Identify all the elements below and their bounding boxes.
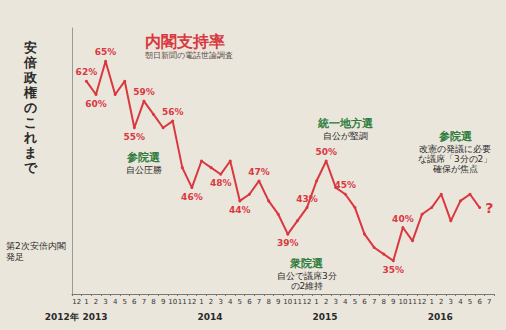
svg-text:55%: 55% bbox=[124, 132, 146, 142]
svg-text:自公で議席3分: 自公で議席3分 bbox=[277, 271, 337, 281]
svg-text:5: 5 bbox=[238, 298, 242, 306]
svg-text:参院選: 参院選 bbox=[438, 130, 473, 143]
svg-text:で: で bbox=[24, 160, 38, 175]
svg-text:2012年: 2012年 bbox=[45, 312, 79, 322]
svg-text:2: 2 bbox=[324, 298, 328, 306]
svg-text:1: 1 bbox=[199, 298, 203, 306]
svg-text:発足: 発足 bbox=[6, 252, 24, 262]
svg-text:統一地方選: 統一地方選 bbox=[317, 117, 374, 130]
svg-text:4: 4 bbox=[343, 298, 348, 306]
svg-text:45%: 45% bbox=[335, 180, 357, 190]
svg-text:48%: 48% bbox=[210, 178, 232, 188]
svg-text:自公が堅調: 自公が堅調 bbox=[323, 131, 368, 141]
svg-text:?: ? bbox=[485, 200, 493, 216]
svg-text:35%: 35% bbox=[383, 265, 405, 275]
svg-text:権: 権 bbox=[23, 85, 37, 100]
svg-text:確保が焦点: 確保が焦点 bbox=[432, 164, 478, 174]
svg-text:1: 1 bbox=[429, 298, 433, 306]
svg-text:6: 6 bbox=[132, 298, 137, 306]
svg-text:2015: 2015 bbox=[313, 312, 338, 322]
svg-text:6: 6 bbox=[247, 298, 252, 306]
svg-text:第2次安倍内閣: 第2次安倍内閣 bbox=[6, 241, 66, 251]
svg-text:46%: 46% bbox=[181, 192, 203, 202]
svg-text:安: 安 bbox=[24, 40, 37, 55]
svg-text:の2維持: の2維持 bbox=[291, 281, 324, 291]
svg-text:2: 2 bbox=[94, 298, 98, 306]
svg-text:5: 5 bbox=[468, 298, 472, 306]
svg-text:3: 3 bbox=[449, 298, 453, 306]
svg-text:10: 10 bbox=[168, 298, 177, 306]
svg-text:朝日新聞の電話世論調査: 朝日新聞の電話世論調査 bbox=[145, 51, 233, 60]
svg-text:4: 4 bbox=[113, 298, 118, 306]
svg-text:9: 9 bbox=[276, 298, 280, 306]
svg-text:11: 11 bbox=[293, 298, 302, 306]
svg-text:3: 3 bbox=[334, 298, 338, 306]
svg-text:の: の bbox=[24, 100, 37, 115]
svg-text:11: 11 bbox=[178, 298, 187, 306]
svg-text:参院選: 参院選 bbox=[126, 151, 161, 164]
svg-text:62%: 62% bbox=[76, 67, 98, 77]
svg-text:8: 8 bbox=[266, 298, 270, 306]
svg-text:こ: こ bbox=[24, 115, 37, 130]
svg-text:自公圧勝: 自公圧勝 bbox=[126, 165, 162, 175]
svg-text:43%: 43% bbox=[296, 194, 318, 204]
svg-text:倍: 倍 bbox=[23, 55, 37, 70]
svg-text:12: 12 bbox=[418, 298, 427, 306]
svg-text:2014: 2014 bbox=[197, 312, 222, 322]
svg-text:7: 7 bbox=[487, 298, 491, 306]
svg-text:10: 10 bbox=[283, 298, 292, 306]
svg-text:衆院選: 衆院選 bbox=[289, 257, 324, 270]
svg-text:改憲の発議に必要: 改憲の発議に必要 bbox=[419, 144, 491, 154]
svg-text:ま: ま bbox=[24, 145, 37, 160]
svg-text:4: 4 bbox=[458, 298, 463, 306]
svg-text:44%: 44% bbox=[229, 205, 251, 215]
svg-text:1: 1 bbox=[314, 298, 318, 306]
svg-text:12: 12 bbox=[303, 298, 312, 306]
svg-text:9: 9 bbox=[161, 298, 165, 306]
svg-text:6: 6 bbox=[362, 298, 367, 306]
svg-text:れ: れ bbox=[23, 130, 37, 145]
svg-text:9: 9 bbox=[391, 298, 395, 306]
svg-text:12: 12 bbox=[72, 298, 81, 306]
svg-text:39%: 39% bbox=[277, 238, 299, 248]
svg-text:7: 7 bbox=[372, 298, 376, 306]
svg-text:な議席「3分の2」: な議席「3分の2」 bbox=[418, 154, 492, 164]
svg-text:3: 3 bbox=[218, 298, 222, 306]
svg-text:40%: 40% bbox=[392, 214, 414, 224]
svg-text:7: 7 bbox=[142, 298, 146, 306]
svg-text:6: 6 bbox=[477, 298, 482, 306]
svg-text:4: 4 bbox=[228, 298, 233, 306]
svg-text:11: 11 bbox=[408, 298, 417, 306]
svg-text:1: 1 bbox=[84, 298, 88, 306]
svg-text:7: 7 bbox=[257, 298, 261, 306]
svg-text:2016: 2016 bbox=[428, 312, 453, 322]
svg-text:2013: 2013 bbox=[82, 312, 107, 322]
svg-text:50%: 50% bbox=[315, 147, 337, 157]
svg-text:5: 5 bbox=[353, 298, 357, 306]
svg-text:59%: 59% bbox=[133, 87, 155, 97]
svg-text:8: 8 bbox=[381, 298, 385, 306]
svg-text:56%: 56% bbox=[162, 107, 184, 117]
svg-text:60%: 60% bbox=[85, 99, 107, 109]
svg-text:政: 政 bbox=[23, 70, 38, 85]
svg-text:2: 2 bbox=[439, 298, 443, 306]
svg-text:47%: 47% bbox=[248, 167, 270, 177]
svg-text:8: 8 bbox=[151, 298, 155, 306]
svg-text:12: 12 bbox=[187, 298, 196, 306]
svg-text:内閣支持率: 内閣支持率 bbox=[145, 32, 225, 51]
svg-text:2: 2 bbox=[209, 298, 213, 306]
svg-text:65%: 65% bbox=[95, 47, 117, 57]
svg-text:10: 10 bbox=[398, 298, 407, 306]
svg-text:5: 5 bbox=[123, 298, 127, 306]
svg-text:3: 3 bbox=[103, 298, 107, 306]
